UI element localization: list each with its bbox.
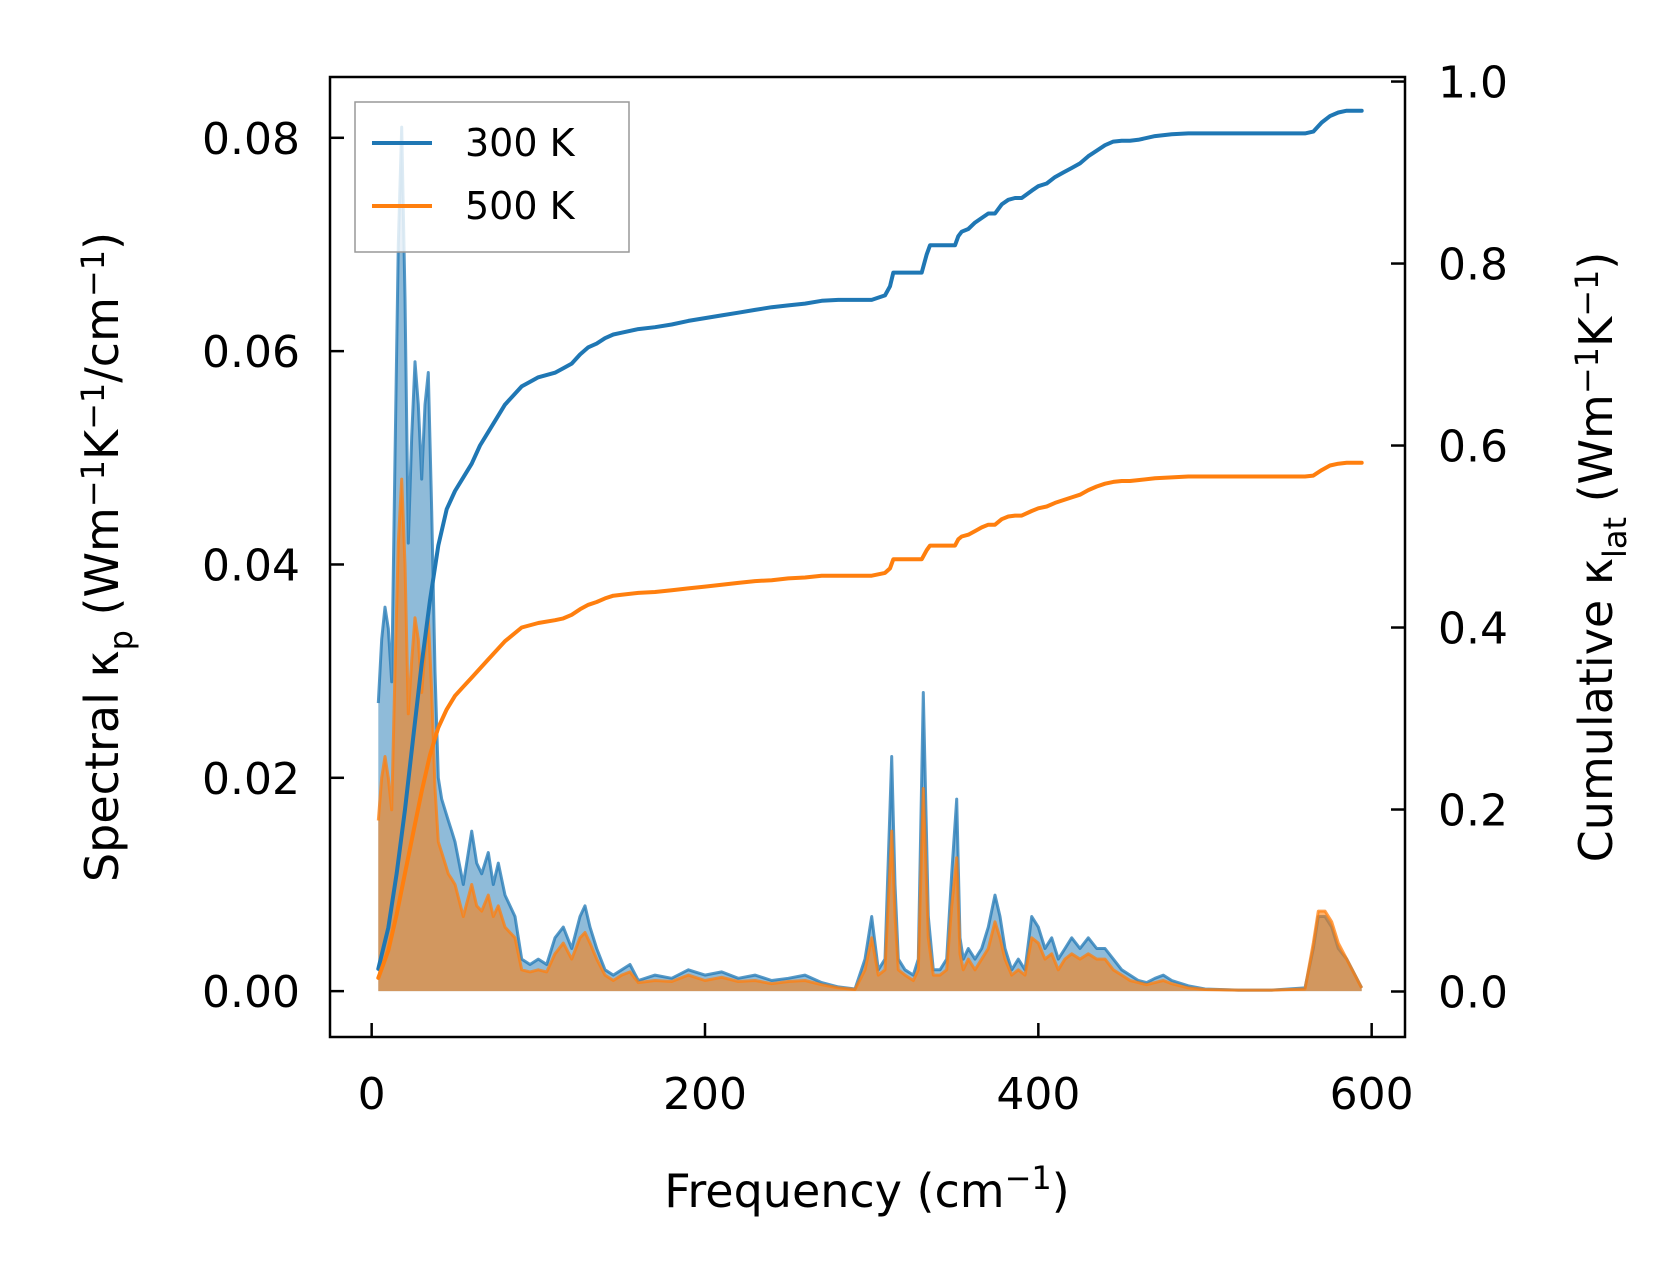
500-k-spectral-outline [376,477,1364,992]
right-y-axis-ticks: 0.0 0.2 0.4 0.6 0.8 1.0 [1391,58,1508,1019]
x-tick-label-400: 400 [996,1069,1080,1120]
x-tick-label-200: 200 [663,1069,747,1120]
300-k-cumulative-line [376,108,1364,971]
spectral-fill-layer [376,125,1364,992]
legend-box [354,101,630,253]
left-y-tick-label-3: 0.06 [202,327,300,378]
500-k-cumulative-line [376,460,1364,980]
left-y-tick-label-0: 0.00 [202,967,300,1018]
x-tick-label-600: 600 [1330,1069,1414,1120]
plot-frame [328,75,1407,1039]
legend: 300 K 500 K [354,101,630,253]
500-k-spectral-area [378,479,1362,992]
left-y-tick-label-4: 0.08 [202,114,300,165]
legend-label-500k: 500 K [465,184,576,228]
right-y-tick-label-4: 0.8 [1438,240,1508,291]
left-y-tick-label-1: 0.02 [202,754,300,805]
left-y-axis-ticks: 0.00 0.02 0.04 0.06 0.08 [202,114,344,1018]
right-y-tick-label-2: 0.4 [1438,604,1508,655]
right-y-tick-label-0: 0.0 [1438,968,1508,1019]
left-y-axis-label: Spectral κp (Wm−1K−1/cm−1) [74,232,140,882]
right-y-tick-label-3: 0.6 [1438,422,1508,473]
x-axis-label: Frequency (cm−1) [664,1159,1069,1218]
right-y-axis-label: Cumulative κlat (Wm−1K−1) [1568,252,1634,863]
x-axis-ticks: 0 200 400 600 [358,1023,1414,1120]
x-tick-label-0: 0 [358,1069,386,1120]
cumulative-line-layer [376,108,1364,980]
right-y-tick-label-5: 1.0 [1438,58,1508,109]
legend-label-300k: 300 K [465,121,576,165]
right-y-tick-label-1: 0.2 [1438,786,1508,837]
left-y-tick-label-2: 0.04 [202,540,300,591]
